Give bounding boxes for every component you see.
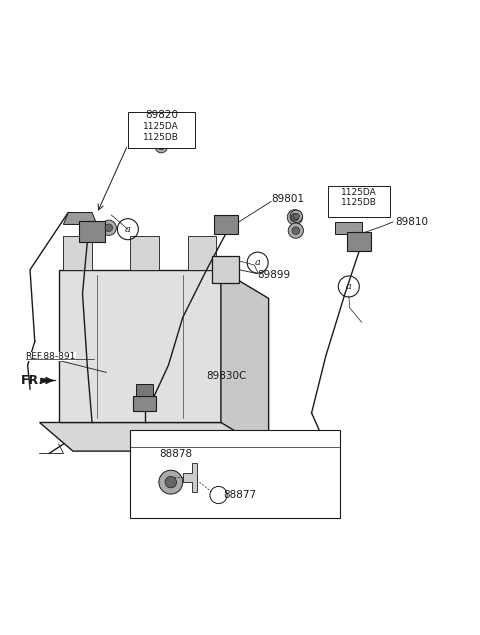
Text: 89830C: 89830C bbox=[206, 371, 247, 381]
Circle shape bbox=[293, 213, 300, 220]
Bar bbox=[328, 186, 390, 217]
Text: 89820: 89820 bbox=[145, 110, 178, 119]
Polygon shape bbox=[39, 422, 264, 451]
Text: 89801: 89801 bbox=[271, 194, 304, 204]
Circle shape bbox=[292, 227, 300, 234]
Circle shape bbox=[290, 210, 302, 222]
Bar bbox=[136, 384, 153, 396]
Polygon shape bbox=[130, 236, 159, 270]
Bar bbox=[212, 257, 239, 283]
Polygon shape bbox=[40, 378, 56, 383]
Bar bbox=[214, 215, 238, 234]
Text: 89810: 89810 bbox=[396, 217, 428, 227]
Circle shape bbox=[291, 213, 299, 221]
Circle shape bbox=[158, 144, 164, 150]
Text: 1125DA: 1125DA bbox=[341, 188, 377, 197]
Polygon shape bbox=[221, 270, 269, 451]
Bar bbox=[79, 221, 106, 242]
Text: 88878: 88878 bbox=[159, 450, 192, 460]
Circle shape bbox=[287, 210, 302, 225]
Circle shape bbox=[155, 140, 168, 153]
Text: a: a bbox=[125, 225, 131, 234]
Bar bbox=[132, 396, 156, 411]
Circle shape bbox=[105, 224, 113, 232]
Text: a: a bbox=[346, 282, 352, 291]
Text: 1125DB: 1125DB bbox=[341, 197, 377, 206]
Polygon shape bbox=[188, 236, 216, 270]
Bar bbox=[348, 232, 371, 251]
Text: 89899: 89899 bbox=[257, 269, 290, 279]
Bar bbox=[128, 112, 195, 148]
Text: a: a bbox=[255, 258, 261, 267]
Polygon shape bbox=[336, 222, 362, 234]
Circle shape bbox=[288, 223, 303, 238]
Polygon shape bbox=[63, 236, 92, 270]
Text: 88877: 88877 bbox=[223, 490, 256, 500]
Circle shape bbox=[101, 220, 116, 236]
Circle shape bbox=[165, 476, 177, 488]
Text: 1125DA: 1125DA bbox=[144, 122, 179, 131]
Text: REF.88-891: REF.88-891 bbox=[25, 352, 76, 361]
Polygon shape bbox=[59, 270, 221, 422]
Circle shape bbox=[159, 470, 183, 494]
Polygon shape bbox=[63, 213, 97, 224]
Bar bbox=[130, 430, 340, 518]
Text: a: a bbox=[140, 435, 146, 444]
Polygon shape bbox=[183, 463, 197, 491]
Text: 1125DB: 1125DB bbox=[144, 133, 179, 142]
Text: FR.: FR. bbox=[21, 374, 44, 387]
